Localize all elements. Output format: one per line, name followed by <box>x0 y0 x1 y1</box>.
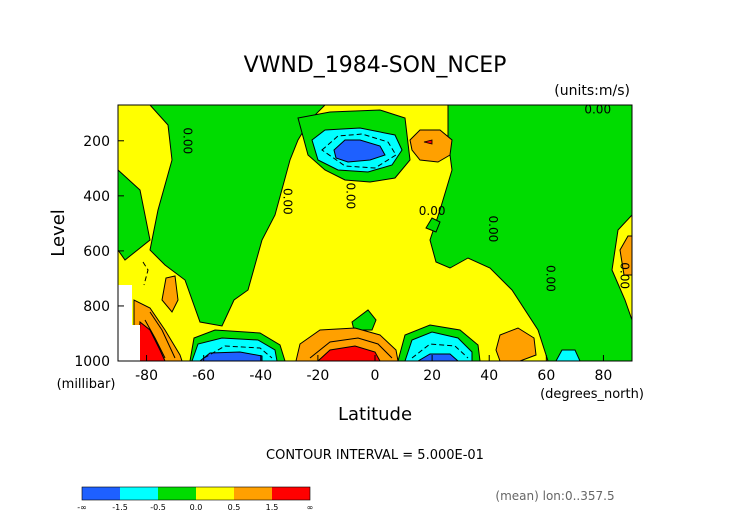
region-orange-mid-left <box>161 275 179 313</box>
region-green-mid <box>425 217 441 233</box>
region-cyan-lower-mid <box>404 331 473 361</box>
contour-label: 0.00 <box>419 204 446 218</box>
colorbar: -∞ -1.5 -0.5 0.0 0.5 1.5 ∞ <box>77 486 314 512</box>
y-tick-label: 400 <box>83 189 110 205</box>
colorbar-tick-label: -0.5 <box>150 503 166 512</box>
region-blue-lower-mid <box>417 353 459 361</box>
colorbar-tick-label: 1.5 <box>266 503 279 512</box>
contour-label: 0.00 <box>343 182 357 209</box>
colorbar-swatch <box>196 487 234 500</box>
region-green <box>118 105 326 327</box>
contour-label: 0.00 <box>181 127 195 154</box>
colorbar-tick-label: 0.5 <box>228 503 241 512</box>
x-axis: -80 -60 -40 -20 0 20 40 60 80 <box>135 355 612 384</box>
contour-labels: 0.00 0.00 0.00 0.00 0.00 0.00 0.00 0.00 <box>181 102 632 292</box>
x-tick-label: 80 <box>595 368 613 384</box>
solid-contour <box>144 319 166 359</box>
y-tick-label: 600 <box>83 244 110 260</box>
x-tick-label: -80 <box>135 368 158 384</box>
x-tick-label: 40 <box>480 368 498 384</box>
x-units-label: (degrees_north) <box>540 387 644 402</box>
y-tick-label: 200 <box>83 134 110 150</box>
region-orange-lower-right <box>495 327 537 361</box>
missing-data-area <box>118 285 140 361</box>
region-red-lower-center <box>317 345 381 361</box>
x-tick-label: -40 <box>249 368 272 384</box>
colorbar-tick-label: 0.0 <box>190 503 203 512</box>
region-orange-upper <box>409 129 453 163</box>
contour-interval-text: CONTOUR INTERVAL = 5.000E-01 <box>266 448 484 463</box>
contour-label: 0.00 <box>543 265 557 292</box>
x-tick-label: -60 <box>192 368 215 384</box>
x-tick-label: 0 <box>371 368 380 384</box>
y-tick-label: 800 <box>83 299 110 315</box>
solid-contour <box>149 311 176 359</box>
y-units-label: (millibar) <box>57 377 116 392</box>
contour-label: 0.00 <box>584 102 611 116</box>
colorbar-swatch <box>82 487 120 500</box>
colorbar-tick-label: ∞ <box>307 503 314 512</box>
colorbar-swatch <box>158 487 196 500</box>
x-tick-label: 60 <box>537 368 555 384</box>
region-red-small-upper <box>423 139 433 145</box>
region-cyan-lower-right <box>555 349 581 361</box>
y-tick-label: 1000 <box>74 354 110 370</box>
region-blue-upper <box>333 139 386 163</box>
solid-contour <box>309 337 393 359</box>
y-axis: 200 400 600 800 1000 <box>74 134 124 370</box>
plot-area <box>118 105 632 361</box>
chart-title: VWND_1984-SON_NCEP <box>244 53 507 78</box>
units-label: (units:m/s) <box>554 83 630 99</box>
colorbar-tick-label: -∞ <box>77 503 87 512</box>
colorbar-frame <box>81 486 311 501</box>
region-blue-lower-left <box>199 351 263 361</box>
dashed-contour <box>142 261 149 286</box>
x-tick-label: -20 <box>306 368 329 384</box>
x-tick-label: 20 <box>423 368 441 384</box>
x-axis-label: Latitude <box>338 404 412 425</box>
contour-label: 0.00 <box>618 262 632 289</box>
contour-label: 0.00 <box>281 188 295 215</box>
contour-label: 0.00 <box>486 216 500 243</box>
y-axis-label: Level <box>48 209 69 257</box>
region-green-nh <box>429 105 632 361</box>
footer-text: (mean) lon:0..357.5 <box>495 489 614 503</box>
colorbar-swatch <box>234 487 272 500</box>
dashed-contour <box>203 345 273 359</box>
colorbar-swatch <box>120 487 158 500</box>
colorbar-swatch <box>272 487 310 500</box>
region-orange-mid-right <box>619 235 632 276</box>
colorbar-tick-label: -1.5 <box>112 503 128 512</box>
dashed-contour <box>321 133 397 169</box>
dashed-contour <box>411 343 469 359</box>
